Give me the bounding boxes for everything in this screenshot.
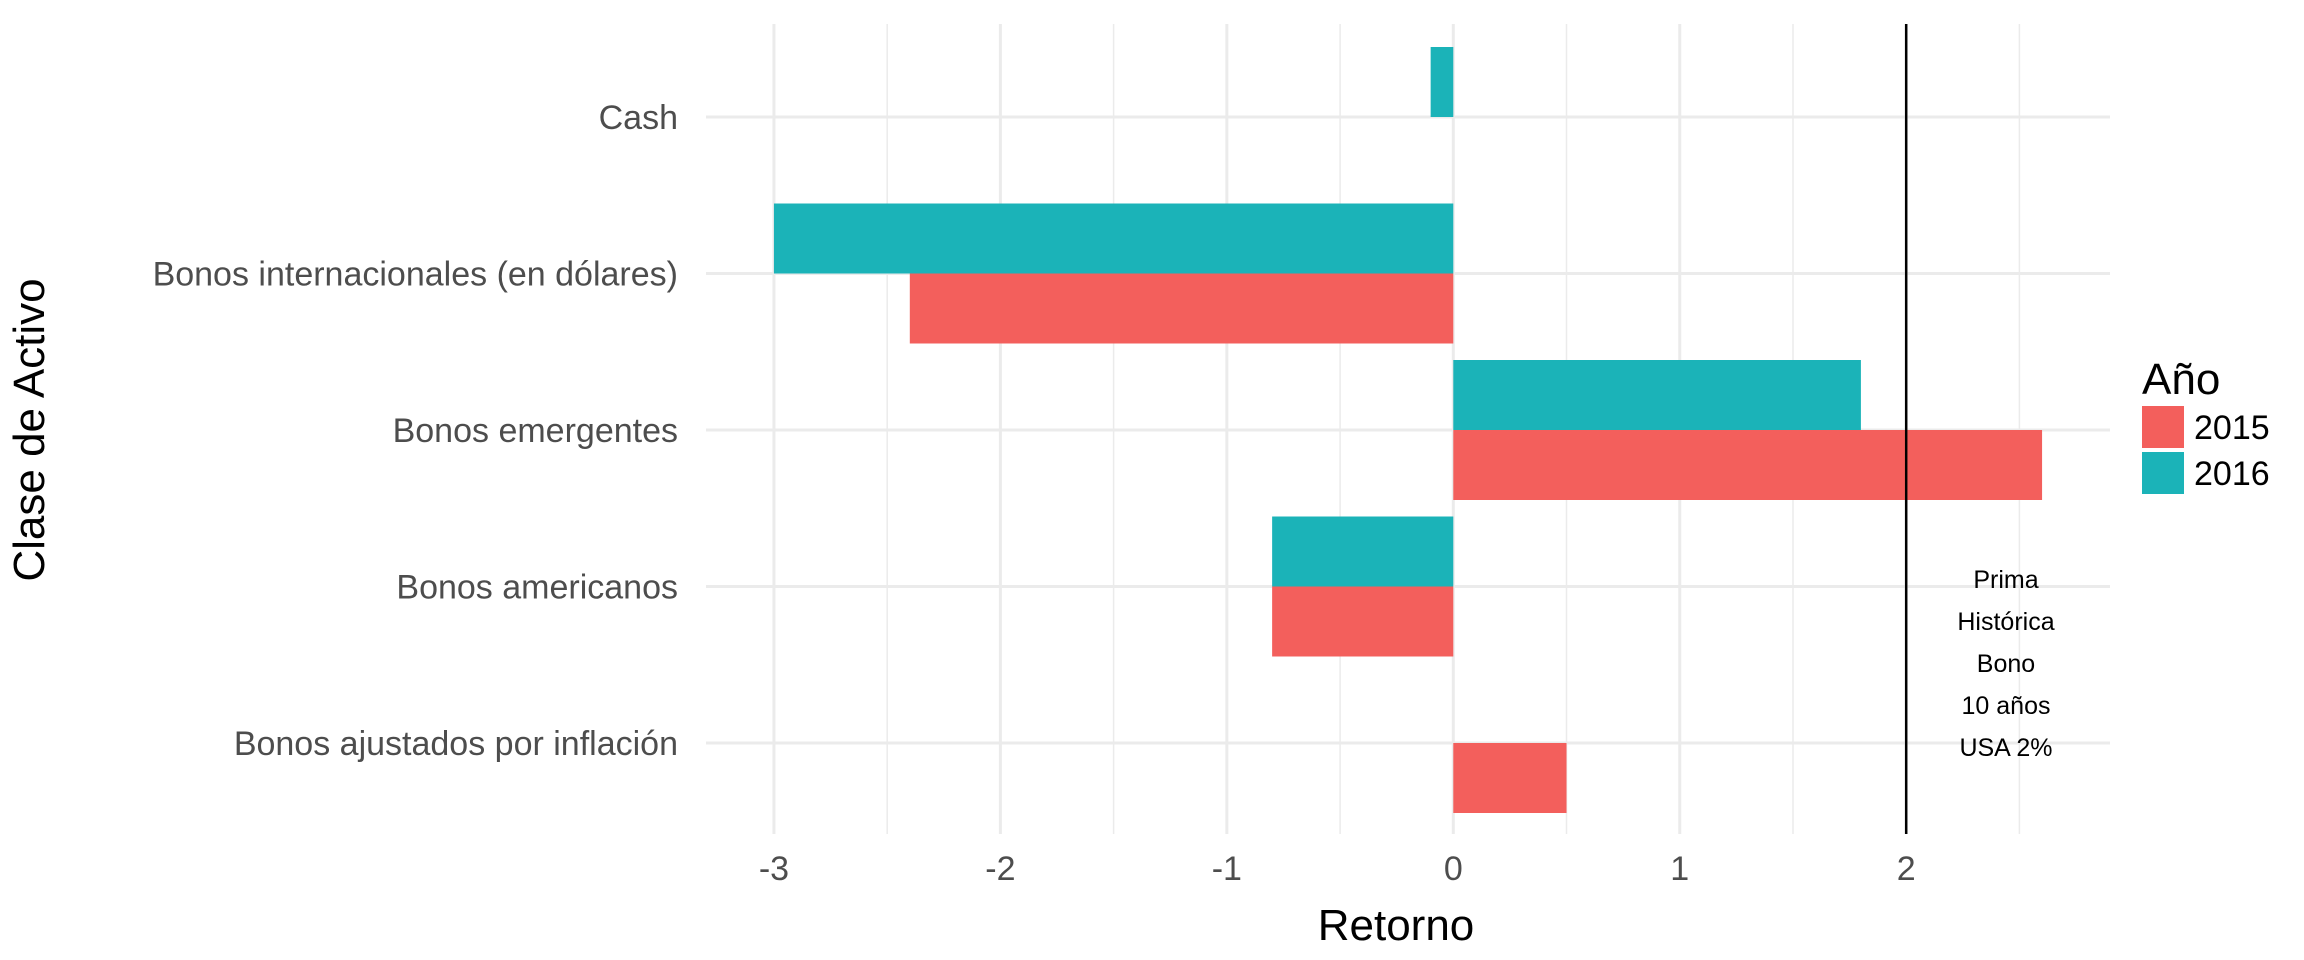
bar-2016-0: [1430, 47, 1454, 117]
x-tick-label: -3: [759, 850, 789, 888]
x-tick-label: 0: [1444, 850, 1463, 888]
legend-swatch-2016: [2142, 452, 2184, 494]
legend-label-2016: 2016: [2194, 455, 2270, 493]
y-axis-title: Clase de Activo: [5, 278, 54, 581]
y-category-label: Bonos internacionales (en dólares): [153, 256, 678, 294]
bars: [773, 47, 2043, 813]
x-tick-label: -2: [985, 850, 1015, 888]
bar-2016-3: [1272, 516, 1454, 587]
x-tick-label: -1: [1212, 850, 1242, 888]
bar-2015-2: [1453, 430, 2043, 500]
annotation-line: USA 2%: [1959, 734, 2052, 762]
annotation: Prima Histórica Bono 10 años USA 2%: [1957, 566, 2054, 762]
y-category-label: Bonos americanos: [396, 569, 678, 607]
bar-2016-1: [773, 203, 1454, 274]
legend-swatch-2015: [2142, 406, 2184, 448]
bar-2015-1: [909, 273, 1454, 344]
legend-label-2015: 2015: [2194, 409, 2270, 447]
annotation-line: 10 años: [1962, 692, 2051, 720]
bar-2015-4: [1453, 743, 1567, 813]
annotation-line: Prima: [1973, 566, 2038, 594]
x-tick-label: 1: [1670, 850, 1689, 888]
annotation-line: Histórica: [1957, 608, 2054, 636]
legend-title: Año: [2142, 355, 2220, 404]
x-axis-title: Retorno: [1318, 901, 1475, 950]
y-category-labels: Cash Bonos internacionales (en dólares) Bo…: [153, 99, 678, 763]
grid-lines: [706, 24, 2110, 834]
y-category-label: Bonos emergentes: [393, 412, 678, 450]
annotation-line: Bono: [1977, 650, 2035, 678]
bar-2015-3: [1272, 586, 1454, 657]
bar-2016-2: [1453, 360, 1861, 430]
legend: Año 2015 2016: [2142, 355, 2270, 494]
y-category-label: Cash: [599, 99, 678, 137]
x-tick-label: 2: [1897, 850, 1916, 888]
y-category-label: Bonos ajustados por inflación: [234, 725, 678, 763]
x-tick-labels: -3 -2 -1 0 1 2: [759, 850, 1916, 888]
